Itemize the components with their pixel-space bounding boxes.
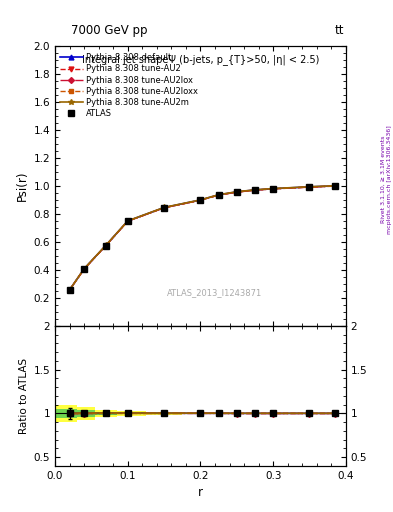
ATLAS [104,243,108,249]
Pythia 8.308 tune-AU2m [307,184,312,190]
Pythia 8.308 tune-AU2m [198,197,203,203]
Text: mcplots.cern.ch [arXiv:1306.3436]: mcplots.cern.ch [arXiv:1306.3436] [387,125,391,233]
Pythia 8.308 tune-AU2lox [307,184,312,190]
Pythia 8.308 tune-AU2 [216,192,221,198]
Pythia 8.308 tune-AU2 [234,189,239,195]
Pythia 8.308 tune-AU2lox [162,205,167,211]
ATLAS [253,187,257,193]
Pythia 8.308 tune-AU2lox [234,189,239,195]
Pythia 8.308 tune-AU2lox [253,187,257,194]
Pythia 8.308 tune-AU2lox [82,266,86,272]
Pythia 8.308 default [234,189,239,195]
Pythia 8.308 tune-AU2loxx [82,266,86,272]
Pythia 8.308 tune-AU2m [162,204,167,210]
Pythia 8.308 tune-AU2lox [67,287,72,293]
Pythia 8.308 tune-AU2 [198,197,203,203]
Pythia 8.308 default [307,184,312,190]
ATLAS [216,192,221,198]
Pythia 8.308 tune-AU2loxx [234,189,239,195]
Text: 7000 GeV pp: 7000 GeV pp [71,24,147,37]
Pythia 8.308 tune-AU2m [67,287,72,293]
Pythia 8.308 tune-AU2 [104,243,108,249]
Pythia 8.308 tune-AU2loxx [67,287,72,293]
Pythia 8.308 tune-AU2 [253,187,257,193]
Pythia 8.308 tune-AU2m [253,187,257,193]
Y-axis label: Psi(r): Psi(r) [17,171,29,201]
Line: Pythia 8.308 default: Pythia 8.308 default [67,183,337,292]
Pythia 8.308 tune-AU2 [271,186,275,192]
Pythia 8.308 tune-AU2loxx [104,243,108,249]
Pythia 8.308 tune-AU2loxx [216,192,221,198]
Pythia 8.308 tune-AU2lox [104,243,108,249]
Pythia 8.308 tune-AU2m [82,266,86,272]
ATLAS [162,205,167,211]
Line: Pythia 8.308 tune-AU2m: Pythia 8.308 tune-AU2m [67,183,338,293]
Pythia 8.308 tune-AU2 [67,287,72,293]
Legend: Pythia 8.308 default, Pythia 8.308 tune-AU2, Pythia 8.308 tune-AU2lox, Pythia 8.: Pythia 8.308 default, Pythia 8.308 tune-… [58,52,200,119]
Pythia 8.308 default [271,186,275,192]
Pythia 8.308 default [216,192,221,198]
Pythia 8.308 tune-AU2m [104,242,108,248]
Pythia 8.308 tune-AU2loxx [307,184,312,190]
Pythia 8.308 tune-AU2loxx [198,197,203,203]
Pythia 8.308 default [125,218,130,224]
Pythia 8.308 tune-AU2lox [332,183,337,189]
ATLAS [67,287,72,293]
ATLAS [271,186,275,192]
Pythia 8.308 tune-AU2m [271,185,275,191]
Pythia 8.308 tune-AU2 [125,218,130,224]
ATLAS [234,189,239,195]
Line: Pythia 8.308 tune-AU2lox: Pythia 8.308 tune-AU2lox [68,184,337,292]
Text: Integral jet shapeΨ (b-jets, p_{T}>50, |η| < 2.5): Integral jet shapeΨ (b-jets, p_{T}>50, |… [82,54,319,66]
Y-axis label: Ratio to ATLAS: Ratio to ATLAS [19,358,29,434]
Pythia 8.308 default [253,187,257,193]
Pythia 8.308 tune-AU2loxx [332,183,337,189]
Pythia 8.308 tune-AU2loxx [125,218,130,224]
Pythia 8.308 tune-AU2 [307,184,312,190]
Text: ATLAS_2013_I1243871: ATLAS_2013_I1243871 [167,288,263,297]
Pythia 8.308 tune-AU2 [162,205,167,211]
Pythia 8.308 tune-AU2m [332,183,337,189]
ATLAS [332,183,337,189]
Pythia 8.308 tune-AU2m [216,191,221,198]
Line: ATLAS: ATLAS [66,183,338,293]
Pythia 8.308 tune-AU2 [82,266,86,272]
Pythia 8.308 tune-AU2 [332,183,337,189]
Pythia 8.308 default [67,287,72,293]
Pythia 8.308 default [162,204,167,210]
Line: Pythia 8.308 tune-AU2: Pythia 8.308 tune-AU2 [67,184,337,292]
Text: Rivet 3.1.10, ≥ 3.1M events: Rivet 3.1.10, ≥ 3.1M events [381,136,386,223]
Pythia 8.308 default [198,197,203,203]
Pythia 8.308 default [82,266,86,272]
X-axis label: r: r [198,486,203,499]
ATLAS [307,184,312,190]
Pythia 8.308 tune-AU2loxx [162,205,167,211]
ATLAS [82,266,86,272]
ATLAS [125,218,130,224]
Pythia 8.308 tune-AU2m [125,218,130,224]
Text: tt: tt [334,24,344,37]
Pythia 8.308 tune-AU2m [234,189,239,195]
Pythia 8.308 tune-AU2loxx [271,186,275,192]
Pythia 8.308 tune-AU2lox [216,192,221,198]
ATLAS [198,197,203,203]
Pythia 8.308 tune-AU2lox [271,186,275,192]
Pythia 8.308 tune-AU2lox [198,197,203,203]
Pythia 8.308 tune-AU2lox [125,218,130,224]
Pythia 8.308 tune-AU2loxx [253,187,257,193]
Pythia 8.308 default [332,183,337,189]
Line: Pythia 8.308 tune-AU2loxx: Pythia 8.308 tune-AU2loxx [68,184,337,292]
Pythia 8.308 default [104,242,108,248]
